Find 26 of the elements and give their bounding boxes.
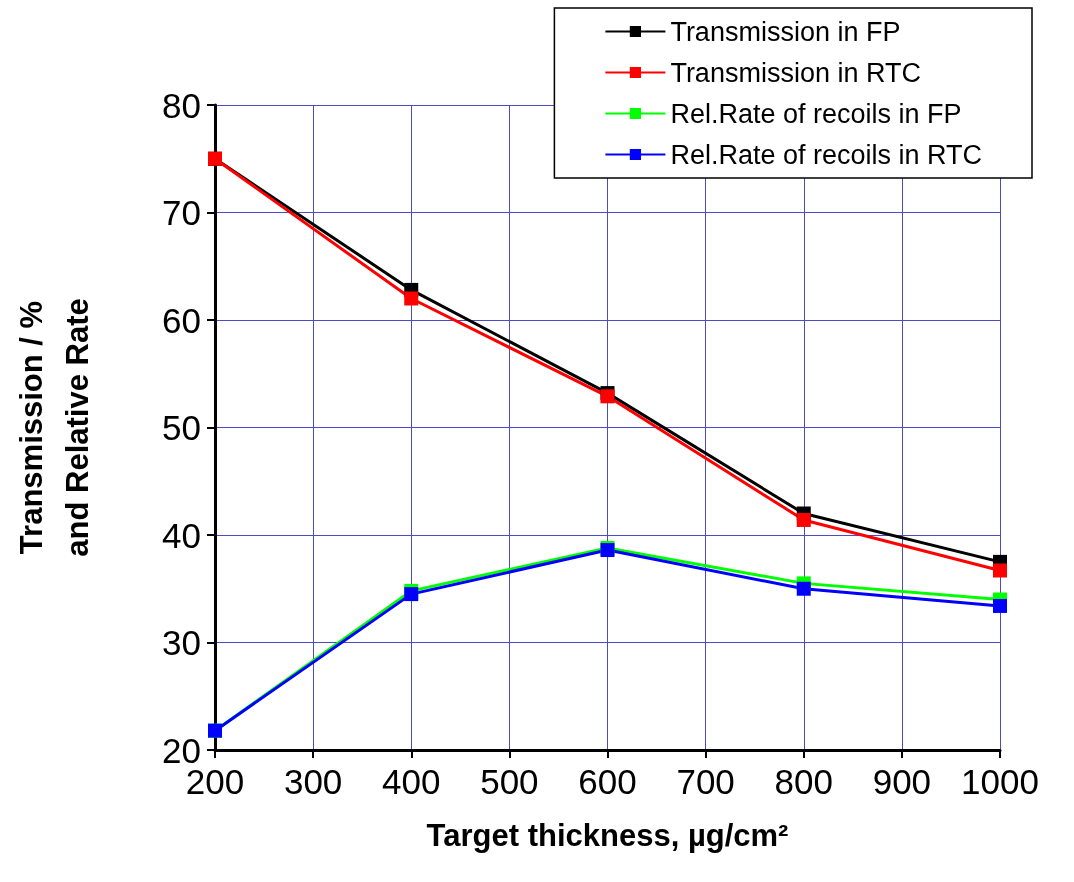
point: [993, 598, 1007, 613]
x-tick-label: 400: [382, 762, 441, 801]
x-tick-label: 800: [774, 762, 833, 801]
x-tick-label: 700: [676, 762, 735, 801]
legend-label: Rel.Rate of recoils in FP: [670, 98, 962, 129]
y-tick-label: 50: [162, 408, 201, 447]
point: [796, 512, 811, 527]
legend-label: Transmission in RTC: [670, 57, 921, 88]
y-tick-label: 60: [162, 300, 201, 340]
y-tick-label: 40: [162, 515, 201, 555]
y-tick-label: 30: [162, 623, 201, 662]
x-tick-label: 300: [283, 762, 343, 801]
y-tick-label: 70: [162, 193, 201, 232]
point: [796, 581, 811, 596]
legend-label: Transmission in FP: [670, 16, 901, 47]
x-tick-label: 500: [480, 762, 539, 801]
point: [404, 587, 419, 602]
x-tick-label: 1000: [961, 762, 1039, 801]
x-axis-title: Target thickness, µg/cm²: [426, 818, 789, 853]
point: [993, 563, 1007, 578]
legend-label: Rel.Rate of recoils in RTC: [670, 139, 982, 170]
y-axis-title: Transmission / % and Relative Rate: [13, 298, 95, 557]
x-tick-label: 900: [872, 762, 932, 801]
point: [404, 291, 419, 306]
y-tick-label: 80: [162, 85, 201, 125]
x-tick-label: 600: [578, 762, 637, 801]
